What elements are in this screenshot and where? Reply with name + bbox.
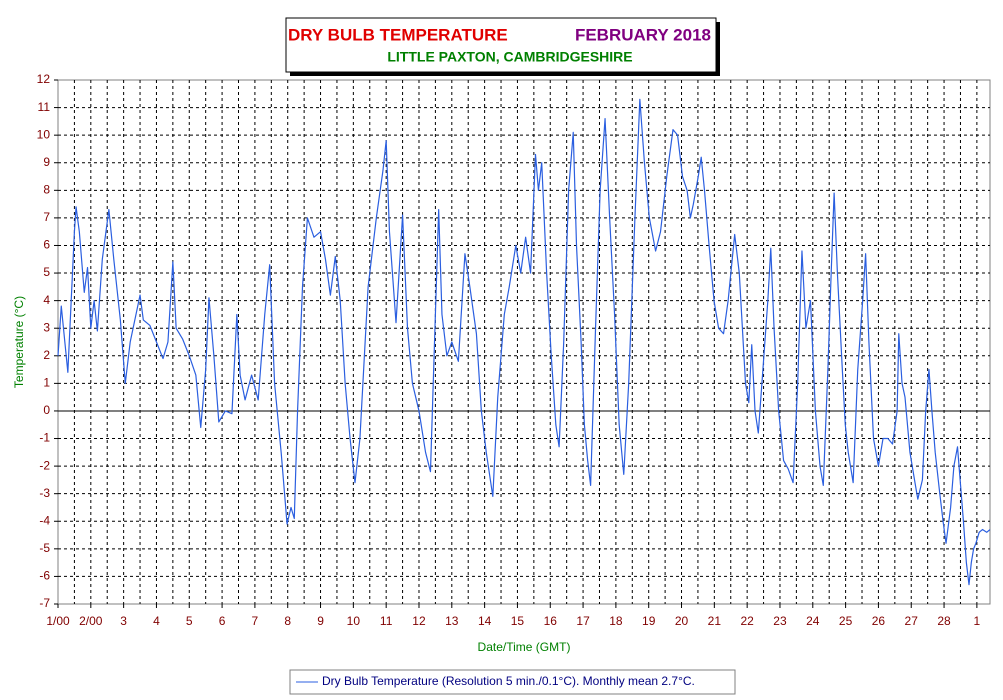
- x-tick-label: 20: [675, 614, 689, 628]
- chart-subtitle: LITTLE PAXTON, CAMBRIDGESHIRE: [387, 49, 632, 65]
- x-tick-label: 3: [120, 614, 127, 628]
- y-tick-label: 12: [37, 72, 51, 86]
- x-tick-label: 28: [937, 614, 951, 628]
- x-tick-label: 17: [576, 614, 590, 628]
- plot-area: [57, 79, 991, 605]
- x-tick-label: 16: [544, 614, 558, 628]
- x-tick-label: 10: [347, 614, 361, 628]
- x-tick-label: 1: [974, 614, 981, 628]
- y-tick-label: 2: [43, 348, 50, 362]
- y-tick-label: -7: [39, 596, 50, 610]
- x-tick-label: 4: [153, 614, 160, 628]
- x-tick-label: 27: [905, 614, 919, 628]
- x-tick-label: 1/00: [46, 614, 70, 628]
- y-tick-label: 5: [43, 265, 50, 279]
- y-tick-label: 10: [37, 127, 51, 141]
- y-tick-label: 9: [43, 155, 50, 169]
- y-tick-label: -6: [39, 569, 50, 583]
- y-tick-label: 6: [43, 238, 50, 252]
- x-tick-label: 19: [642, 614, 656, 628]
- y-tick-label: -5: [39, 541, 50, 555]
- y-tick-label: -2: [39, 458, 50, 472]
- legend-label: Dry Bulb Temperature (Resolution 5 min./…: [322, 674, 695, 688]
- x-tick-label: 15: [511, 614, 525, 628]
- y-tick-label: -4: [39, 513, 50, 527]
- y-axis-title: Temperature (°C): [12, 296, 26, 388]
- x-tick-label: 18: [609, 614, 623, 628]
- chart-title: DRY BULB TEMPERATURE: [288, 25, 508, 44]
- y-tick-label: 7: [43, 210, 50, 224]
- y-tick-label: -3: [39, 486, 50, 500]
- y-tick-label: 8: [43, 182, 50, 196]
- y-tick-label: 3: [43, 320, 50, 334]
- y-tick-label: 1: [43, 376, 50, 390]
- x-tick-label: 5: [186, 614, 193, 628]
- y-tick-label: 0: [43, 403, 50, 417]
- y-tick-label: -1: [39, 431, 50, 445]
- lines: [57, 98, 991, 586]
- x-tick-label: 26: [872, 614, 886, 628]
- title-box: [285, 17, 717, 73]
- x-tick-label: 21: [708, 614, 722, 628]
- chart-period: FEBRUARY 2018: [575, 25, 711, 44]
- x-tick-label: 23: [773, 614, 787, 628]
- x-tick-label: 2/00: [79, 614, 103, 628]
- y-tick-label: 11: [38, 100, 51, 114]
- data-line: [57, 98, 991, 586]
- x-tick-label: 8: [284, 614, 291, 628]
- x-tick-label: 22: [740, 614, 754, 628]
- x-tick-label: 11: [380, 614, 393, 628]
- y-tick-label: 4: [43, 293, 50, 307]
- x-tick-label: 7: [252, 614, 259, 628]
- x-tick-label: 25: [839, 614, 853, 628]
- x-axis-title: Date/Time (GMT): [478, 640, 571, 654]
- x-tick-label: 13: [445, 614, 459, 628]
- legend-box: [289, 669, 736, 695]
- x-tick-label: 14: [478, 614, 492, 628]
- x-tick-label: 12: [412, 614, 426, 628]
- x-tick-label: 9: [317, 614, 324, 628]
- x-tick-label: 24: [806, 614, 820, 628]
- x-tick-label: 6: [219, 614, 226, 628]
